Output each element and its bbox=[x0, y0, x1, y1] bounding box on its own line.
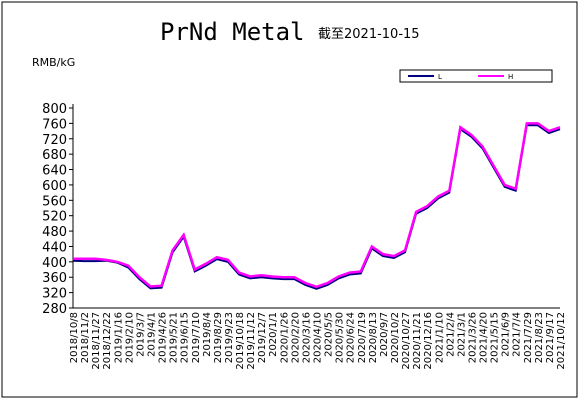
y-tick-label: 280 bbox=[42, 302, 67, 317]
chart-subtitle: 截至2021-10-15 bbox=[318, 27, 420, 42]
x-tick-label: 2020/8/13 bbox=[368, 312, 379, 363]
y-tick-label: 720 bbox=[42, 133, 67, 148]
x-tick-label: 2021/3/1 bbox=[456, 312, 467, 357]
x-tick-label: 2019/11/12 bbox=[246, 312, 257, 370]
x-tick-label: 2019/1/16 bbox=[113, 312, 124, 363]
legend-label: H bbox=[508, 73, 513, 81]
x-tick-label: 2018/11/27 bbox=[91, 312, 102, 370]
x-tick-label: 2020/6/24 bbox=[346, 312, 357, 363]
y-tick-label: 320 bbox=[42, 287, 67, 302]
x-tick-label: 2021/7/29 bbox=[523, 312, 534, 363]
x-tick-label: 2018/12/22 bbox=[102, 312, 113, 370]
x-tick-label: 2021/2/4 bbox=[445, 312, 456, 357]
x-tick-label: 2021/4/20 bbox=[479, 312, 490, 363]
series-line bbox=[72, 124, 561, 290]
x-tick-label: 2019/9/23 bbox=[224, 312, 235, 363]
x-tick-label: 2020/11/21 bbox=[412, 312, 423, 370]
y-tick-label: 640 bbox=[42, 164, 67, 179]
x-tick-label: 2020/12/16 bbox=[423, 312, 434, 370]
y-tick-label: 600 bbox=[42, 179, 67, 194]
x-tick-label: 2019/5/21 bbox=[169, 312, 180, 363]
x-tick-label: 2021/7/4 bbox=[512, 312, 523, 357]
x-tick-label: 2021/1/10 bbox=[434, 312, 445, 363]
x-tick-label: 2021/9/17 bbox=[545, 312, 556, 363]
x-tick-label: 2018/10/8 bbox=[69, 312, 80, 363]
x-tick-label: 2021/6/9 bbox=[501, 312, 512, 357]
x-tick-label: 2019/10/18 bbox=[235, 312, 246, 370]
series-line bbox=[73, 122, 561, 289]
x-tick-label: 2019/7/10 bbox=[191, 312, 202, 363]
x-tick-label: 2019/4/1 bbox=[146, 312, 157, 357]
x-tick-label: 2020/10/2 bbox=[390, 312, 401, 363]
x-tick-label: 2020/5/30 bbox=[335, 312, 346, 363]
x-tick-label: 2019/6/15 bbox=[180, 312, 191, 363]
y-tick-label: 560 bbox=[42, 194, 67, 209]
x-tick-label: 2019/4/26 bbox=[158, 312, 169, 363]
legend-box bbox=[399, 69, 553, 83]
x-tick-label: 2021/10/12 bbox=[556, 312, 567, 370]
y-axis-label: RMB/kG bbox=[32, 56, 75, 69]
legend-label: L bbox=[438, 73, 442, 81]
x-tick-label: 2020/10/27 bbox=[401, 312, 412, 370]
x-tick-label: 2020/4/10 bbox=[313, 312, 324, 363]
chart-title: PrNd Metal bbox=[160, 18, 305, 46]
x-tick-label: 2020/7/19 bbox=[357, 312, 368, 363]
x-tick-label: 2020/1/26 bbox=[279, 312, 290, 363]
x-tick-label: 2020/2/20 bbox=[290, 312, 301, 363]
x-tick-label: 2020/5/5 bbox=[324, 312, 335, 357]
x-tick-label: 2019/12/7 bbox=[257, 312, 268, 363]
y-tick-label: 680 bbox=[42, 148, 67, 163]
x-tick-label: 2019/8/4 bbox=[202, 312, 213, 357]
y-tick-label: 760 bbox=[42, 117, 67, 132]
y-tick-label: 440 bbox=[42, 240, 67, 255]
y-tick-label: 520 bbox=[42, 210, 67, 225]
y-tick-label: 360 bbox=[42, 271, 67, 286]
x-tick-label: 2019/8/29 bbox=[213, 312, 224, 363]
y-tick-label: 400 bbox=[42, 256, 67, 271]
x-tick-label: 2020/3/16 bbox=[301, 312, 312, 363]
x-tick-label: 2021/5/15 bbox=[490, 312, 501, 363]
y-tick-label: 480 bbox=[42, 225, 67, 240]
x-tick-label: 2020/1/1 bbox=[268, 312, 279, 357]
x-tick-label: 2019/2/10 bbox=[124, 312, 135, 363]
x-tick-label: 2018/11/2 bbox=[80, 312, 91, 363]
x-tick-label: 2021/8/23 bbox=[534, 312, 545, 363]
y-tick-label: 800 bbox=[42, 102, 67, 117]
frame bbox=[1, 1, 578, 398]
x-tick-label: 2019/3/7 bbox=[135, 312, 146, 357]
x-tick-label: 2020/9/7 bbox=[379, 312, 390, 357]
x-tick-label: 2021/3/26 bbox=[467, 312, 478, 363]
